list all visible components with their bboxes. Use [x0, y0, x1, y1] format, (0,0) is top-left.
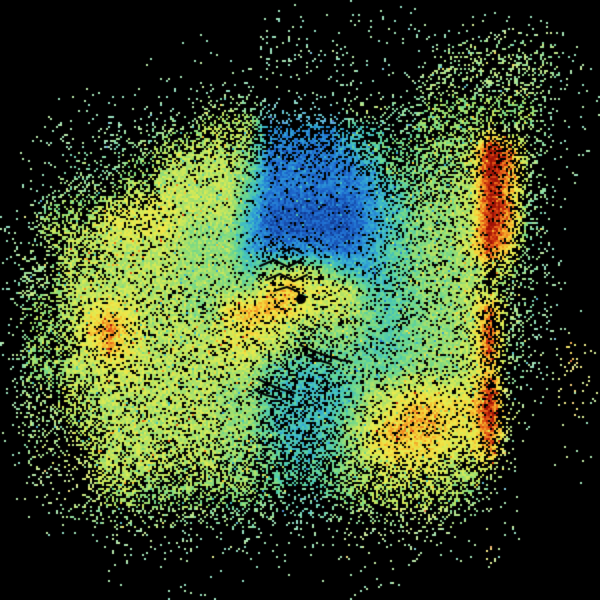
false-color-map-canvas: [0, 0, 600, 600]
false-color-map: [0, 0, 600, 600]
